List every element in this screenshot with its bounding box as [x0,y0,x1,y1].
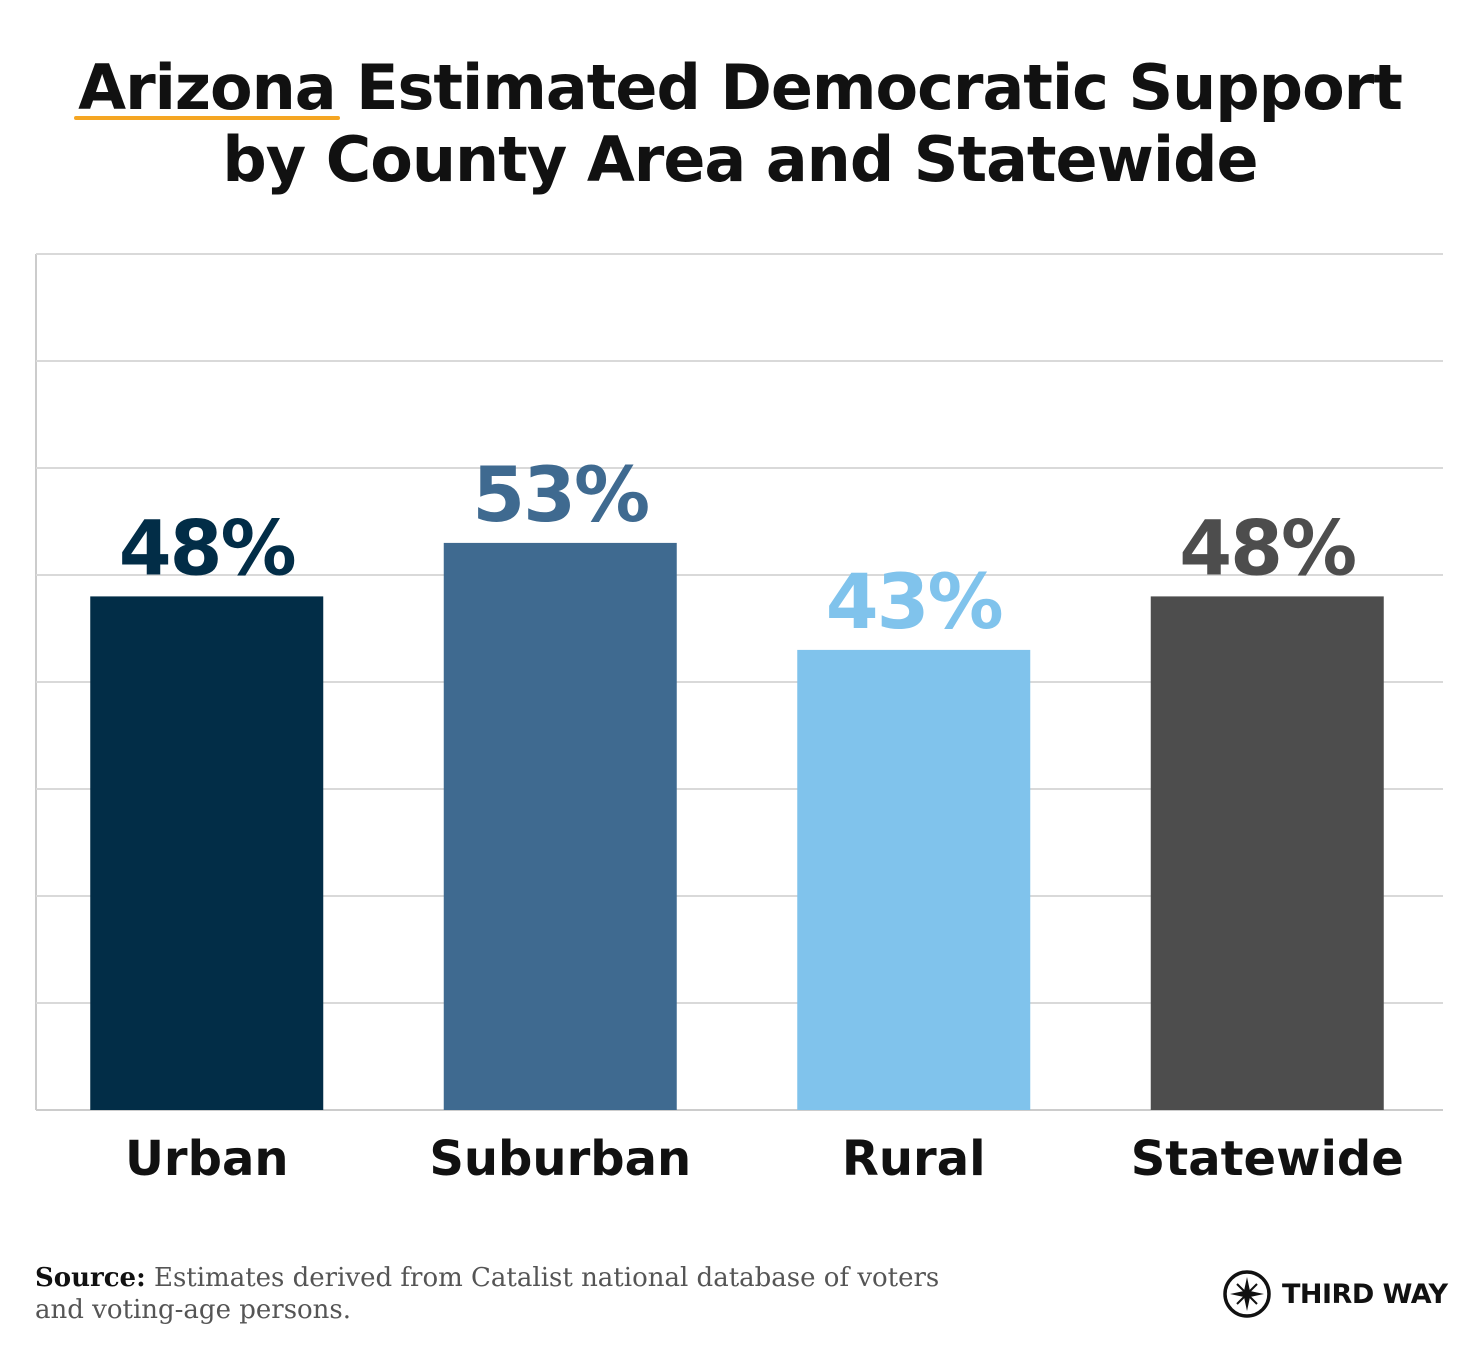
category-label-urban: Urban [125,1131,289,1187]
category-label-rural: Rural [842,1131,986,1187]
source-note: Source: Estimates derived from Catalist … [35,1262,975,1326]
value-label-statewide: 48% [1179,503,1355,592]
bars [90,542,1384,1110]
title-line1-rest: Estimated Democratic Support [335,51,1403,124]
bar-statewide [1150,596,1384,1110]
title-highlight-word: Arizona [74,51,341,124]
value-label-rural: 43% [826,557,1002,646]
bar-chart: 48% 53% 43% 48% Urban Suburban Rural Statewide [35,253,1443,1187]
bar-rural [797,649,1031,1110]
source-text: Estimates derived from Catalist national… [35,1263,940,1325]
value-label-suburban: 53% [472,450,648,539]
brand-name: THIRD WAY [1282,1278,1448,1310]
brand-logo: THIRD WAY [1222,1268,1448,1320]
title-line2: by County Area and Statewide [222,123,1258,196]
category-label-statewide: Statewide [1131,1131,1404,1187]
chart-title: Arizona Estimated Democratic Support by … [0,52,1480,196]
category-label-suburban: Suburban [429,1131,691,1187]
value-labels: 48% 53% 43% 48% [119,450,1357,646]
bar-urban [90,596,324,1110]
source-label: Source: [35,1263,146,1293]
compass-star-icon [1223,1270,1271,1318]
bar-suburban [443,542,677,1110]
value-label-urban: 48% [119,503,295,592]
category-labels: Urban Suburban Rural Statewide [125,1131,1404,1187]
